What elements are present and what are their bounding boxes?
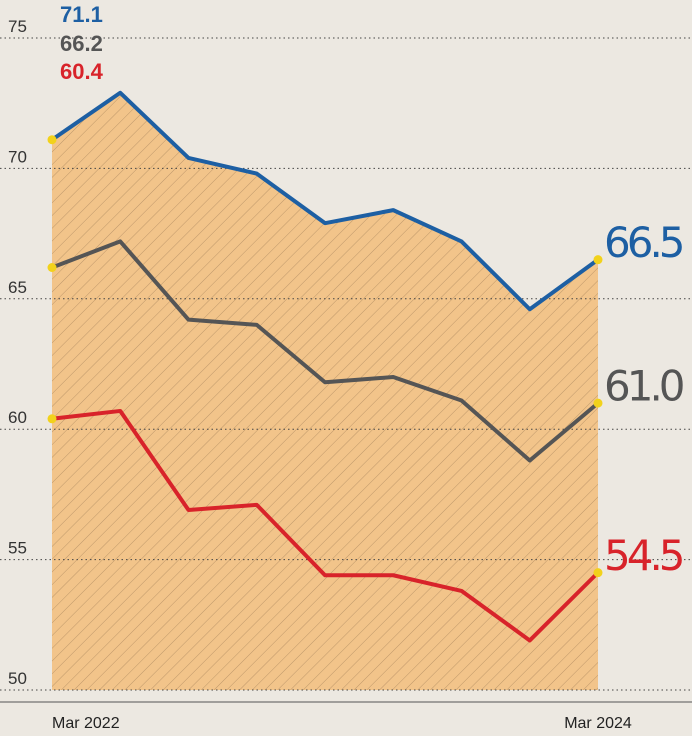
end-dot [593,255,603,265]
line [51,408,600,643]
value-label: 61.0 [604,362,683,411]
value-label: 71.1 [60,2,103,27]
line [51,239,600,463]
end-dot [47,263,57,273]
value-label: 66.2 [60,31,103,56]
line [50,90,600,312]
end-dot [47,135,57,145]
area-hatch [52,92,598,690]
value-label: 60.4 [60,59,104,84]
x-tick-label: Mar 2024 [564,715,632,732]
y-tick-label: 55 [8,539,27,558]
y-tick-label: 65 [8,278,27,297]
end-dot [47,414,57,424]
y-tick-label: 70 [8,147,27,166]
end-dot [593,568,603,578]
value-label: 54.5 [604,531,683,580]
y-tick-label: 75 [8,17,27,36]
end-dot [593,398,603,408]
y-tick-label: 60 [8,408,27,427]
y-tick-label: 50 [8,669,27,688]
x-tick-label: Mar 2022 [52,715,120,732]
value-label: 66.5 [604,218,683,267]
